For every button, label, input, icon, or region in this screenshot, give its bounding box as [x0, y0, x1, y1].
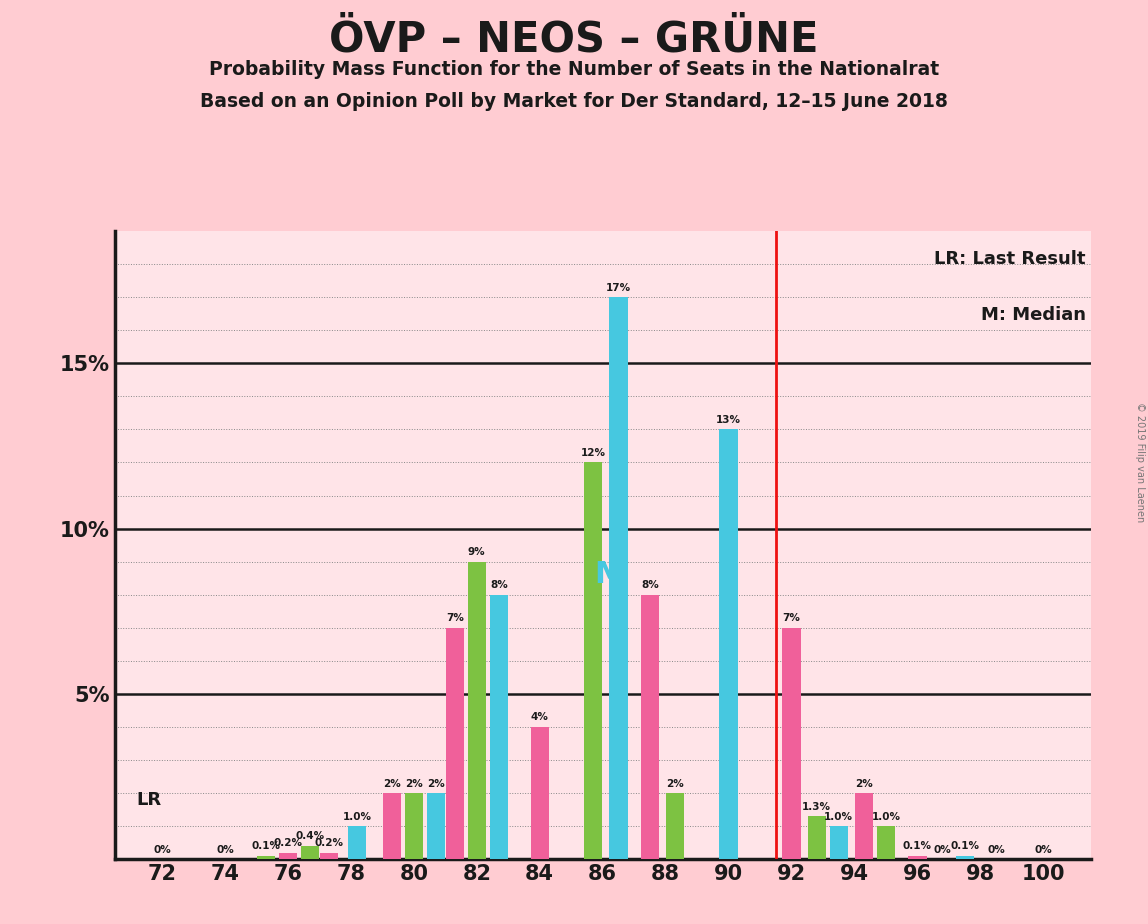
Text: 4%: 4% — [530, 712, 549, 723]
Text: 2%: 2% — [666, 779, 684, 788]
Bar — [908, 856, 926, 859]
Text: 0%: 0% — [987, 845, 1004, 855]
Text: 0%: 0% — [1034, 845, 1053, 855]
Text: ÖVP – NEOS – GRÜNE: ÖVP – NEOS – GRÜNE — [329, 18, 819, 60]
Text: 0.1%: 0.1% — [951, 842, 979, 851]
Bar — [807, 816, 825, 859]
Text: 9%: 9% — [468, 547, 486, 557]
Bar — [830, 826, 848, 859]
Bar — [319, 853, 338, 859]
Bar — [467, 562, 486, 859]
Bar — [641, 595, 659, 859]
Text: 0.4%: 0.4% — [295, 832, 325, 842]
Bar — [666, 793, 684, 859]
Bar — [720, 430, 738, 859]
Text: 8%: 8% — [641, 580, 659, 590]
Bar — [610, 298, 628, 859]
Text: LR: LR — [137, 791, 162, 808]
Text: Based on an Opinion Poll by Market for Der Standard, 12–15 June 2018: Based on an Opinion Poll by Market for D… — [200, 92, 948, 112]
Text: 0%: 0% — [216, 845, 234, 855]
Bar — [490, 595, 507, 859]
Text: Probability Mass Function for the Number of Seats in the Nationalrat: Probability Mass Function for the Number… — [209, 60, 939, 79]
Text: M: M — [594, 561, 625, 590]
Text: 0%: 0% — [933, 845, 952, 855]
Bar — [348, 826, 366, 859]
Bar — [783, 627, 800, 859]
Text: 0.1%: 0.1% — [251, 842, 280, 851]
Bar — [855, 793, 874, 859]
Text: 1.0%: 1.0% — [824, 811, 853, 821]
Text: 1.3%: 1.3% — [802, 802, 831, 811]
Text: 2%: 2% — [405, 779, 422, 788]
Text: M: Median: M: Median — [980, 307, 1086, 324]
Text: LR: Last Result: LR: Last Result — [934, 249, 1086, 268]
Text: 0.2%: 0.2% — [273, 838, 302, 848]
Text: 13%: 13% — [716, 415, 742, 425]
Text: 2%: 2% — [855, 779, 872, 788]
Text: 7%: 7% — [445, 614, 464, 623]
Bar — [405, 793, 422, 859]
Text: 0.2%: 0.2% — [315, 838, 343, 848]
Bar — [584, 463, 603, 859]
Bar — [955, 856, 974, 859]
Text: 17%: 17% — [606, 283, 631, 293]
Text: 2%: 2% — [383, 779, 401, 788]
Text: 1.0%: 1.0% — [871, 811, 900, 821]
Text: 1.0%: 1.0% — [342, 811, 372, 821]
Text: 0%: 0% — [153, 845, 171, 855]
Bar — [301, 846, 319, 859]
Bar — [877, 826, 895, 859]
Bar — [279, 853, 297, 859]
Bar — [257, 856, 276, 859]
Bar — [382, 793, 401, 859]
Bar — [445, 627, 464, 859]
Text: 0.1%: 0.1% — [903, 842, 932, 851]
Text: 7%: 7% — [783, 614, 800, 623]
Text: 8%: 8% — [490, 580, 507, 590]
Bar — [427, 793, 445, 859]
Bar — [530, 727, 549, 859]
Text: © 2019 Filip van Laenen: © 2019 Filip van Laenen — [1135, 402, 1145, 522]
Text: 12%: 12% — [581, 448, 606, 458]
Text: 2%: 2% — [427, 779, 444, 788]
